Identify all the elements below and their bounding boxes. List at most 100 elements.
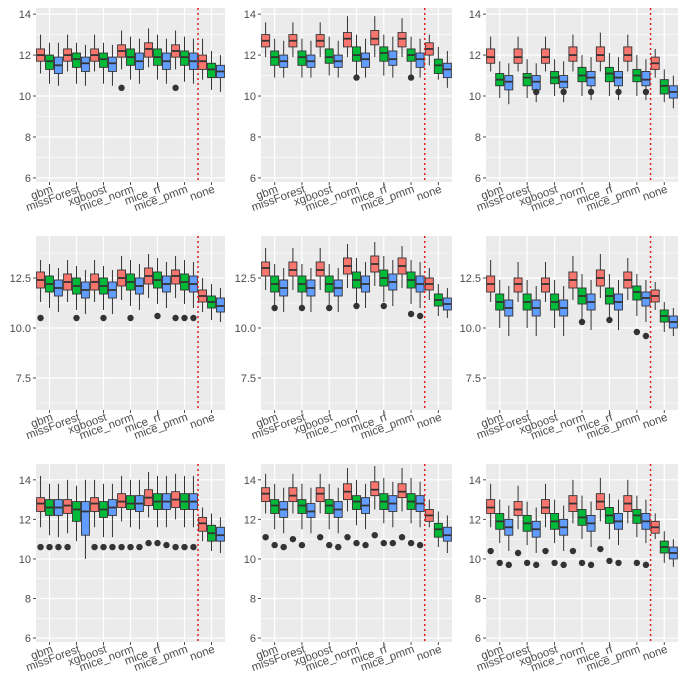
y-tick-label: 6 [25, 173, 31, 185]
outlier-point [64, 543, 71, 551]
box-gbm-3 [279, 487, 289, 551]
box-mice_rf-3 [162, 475, 171, 549]
x-tick-label: mice_pmm [133, 644, 190, 675]
outlier-point [298, 541, 306, 549]
box-mice_rf-1 [595, 32, 605, 72]
box-mice_rf-1 [370, 16, 380, 58]
outlier-point [587, 561, 595, 569]
y-tick-label: 12 [19, 50, 31, 62]
outlier-point [560, 561, 567, 569]
outlier-point [380, 539, 387, 547]
box-iqr [261, 487, 271, 503]
box-iqr [379, 46, 389, 62]
box-iqr [513, 48, 523, 64]
outlier-point [578, 318, 586, 326]
outlier-point [633, 559, 641, 567]
box-mice_rf-2 [153, 258, 162, 320]
box-iqr [370, 481, 380, 497]
box-mice_norm-3 [361, 483, 370, 549]
box-mice_rf-2 [153, 475, 162, 547]
box-xgboost-3 [333, 268, 343, 312]
box-mice_norm-2 [126, 260, 135, 322]
box-iqr [541, 277, 550, 293]
box-xgboost-2 [324, 264, 334, 312]
outlier-point [597, 545, 604, 553]
outlier-point [633, 328, 641, 336]
box-iqr [216, 526, 225, 542]
box-missForest-3 [531, 286, 541, 336]
box-iqr [36, 497, 45, 512]
outlier-point [496, 559, 503, 567]
y-tick-label: 12 [19, 514, 31, 526]
box-mice_norm-2 [126, 479, 135, 551]
box-mice_norm-1 [117, 256, 126, 300]
outlier-point [262, 533, 269, 541]
box-mice_norm-1 [343, 467, 352, 541]
outlier-point [642, 332, 650, 340]
box-iqr [99, 52, 108, 68]
box-mice_rf-2 [604, 493, 614, 565]
box-mice_pmm-1 [623, 34, 633, 72]
box-xgboost-3 [108, 483, 117, 551]
box-mice_norm-3 [135, 264, 144, 310]
box-iqr [198, 54, 207, 70]
box-iqr [352, 46, 361, 62]
x-tick-label: none [641, 412, 669, 432]
box-xgboost-1 [315, 22, 325, 58]
box-iqr [433, 58, 443, 74]
box-mice_pmm-2 [406, 260, 416, 318]
box-iqr [306, 503, 316, 518]
box-mice_norm-1 [568, 34, 578, 72]
box-mice_pmm-3 [189, 38, 198, 84]
outlier-point [109, 543, 116, 551]
outlier-point [37, 314, 44, 322]
outlier-point [533, 88, 540, 96]
outlier-point [316, 533, 324, 541]
box-xgboost-2 [550, 280, 560, 328]
box-missForest-1 [513, 262, 523, 302]
box-iqr [632, 509, 642, 524]
x-tick-label: mice_pmm [133, 412, 190, 443]
box-none-2 [207, 50, 216, 90]
box-iqr [504, 75, 514, 91]
y-tick-label: 10 [244, 554, 256, 566]
box-iqr [568, 46, 578, 62]
box-iqr [415, 52, 425, 68]
outlier-point [136, 543, 143, 551]
outlier-point [190, 314, 197, 322]
box-mice_rf-2 [379, 34, 389, 76]
outlier-point [551, 559, 558, 567]
box-iqr [63, 499, 72, 514]
box-none-2 [433, 46, 443, 80]
box-mice_norm-1 [568, 479, 578, 555]
box-mice_pmm-2 [406, 36, 416, 81]
box-iqr [433, 522, 443, 538]
box-xgboost-3 [559, 286, 569, 336]
box-iqr [315, 261, 325, 277]
box-mice_rf-3 [614, 280, 623, 330]
outlier-point [118, 543, 125, 551]
outlier-point [127, 314, 134, 322]
y-tick-label: 6 [25, 633, 31, 645]
box-xgboost-3 [108, 44, 117, 86]
box-xgboost-1 [541, 262, 550, 302]
outlier-point [344, 533, 351, 541]
box-iqr [261, 261, 271, 277]
x-tick-label: mice_pmm [359, 184, 416, 215]
box-gbm-3 [504, 505, 514, 569]
box-none-3 [216, 55, 225, 92]
box-missForest-3 [531, 507, 541, 569]
panel-0-0: 68101214gbmmissForestxgboostmice_normmic… [19, 8, 225, 214]
box-mice_pmm-3 [415, 262, 425, 320]
box-mice_rf-1 [595, 477, 605, 553]
box-gbm-3 [504, 63, 514, 105]
x-tick-label: mice_pmm [359, 412, 416, 443]
y-tick-label: 12 [244, 514, 256, 526]
y-tick-label: 14 [19, 9, 31, 21]
box-none-3 [442, 515, 452, 553]
outlier-point [407, 310, 415, 318]
box-iqr [180, 50, 189, 66]
outlier-point [642, 561, 650, 569]
box-iqr [171, 269, 180, 285]
